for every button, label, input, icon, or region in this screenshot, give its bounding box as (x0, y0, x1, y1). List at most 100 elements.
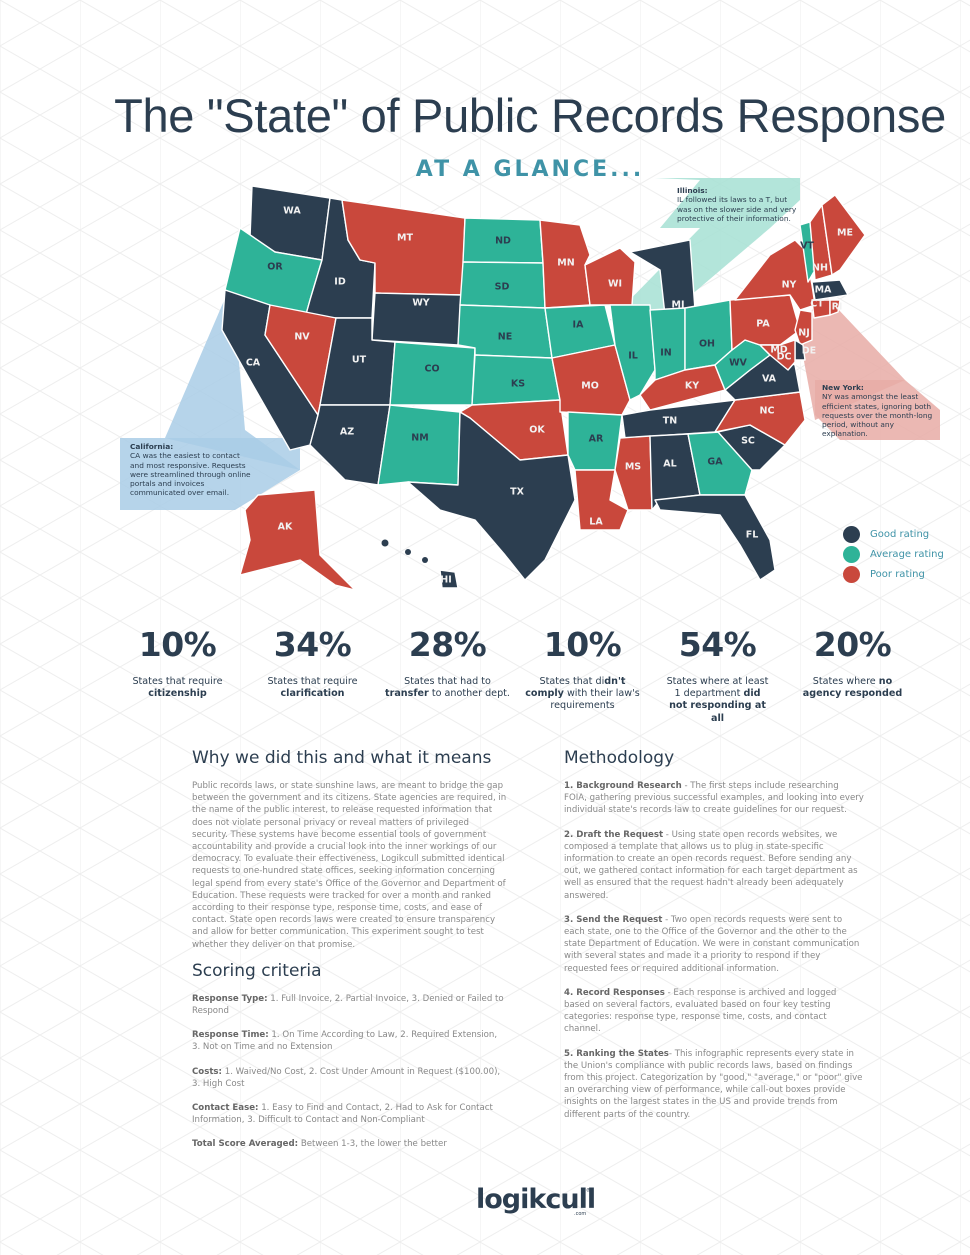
scoring-item-response-type: Response Type: 1. Full Invoice, 2. Parti… (192, 993, 504, 1017)
state-MA[interactable] (811, 279, 849, 301)
stat-description: States that require clarification (267, 676, 358, 700)
california-callout-arrow (165, 282, 300, 470)
state-AK[interactable] (239, 489, 356, 591)
methodology-step-3: 3. Send the Request - Two open records r… (564, 914, 860, 974)
stat-value: 10% (543, 625, 622, 664)
legend-item-poor: Poor rating (843, 564, 944, 584)
stat-description: States where at least 1 department did n… (666, 676, 769, 724)
state-label-PA: PA (756, 319, 770, 330)
california-callout-text: CA was the easiest to contact and most r… (130, 451, 251, 498)
california-callout-title: California: (130, 442, 174, 451)
state-label-HI: HI (440, 575, 452, 586)
stat-value: 20% (813, 625, 892, 664)
state-FL[interactable] (654, 494, 776, 581)
state-AZ[interactable] (309, 404, 391, 486)
methodology-step-4: 4. Record Responses - Each response is a… (564, 987, 837, 1035)
state-label-OK: OK (529, 425, 545, 436)
legend-label: Average rating (870, 548, 944, 560)
legend-label: Good rating (870, 528, 930, 540)
legend-item-good: Good rating (843, 524, 944, 544)
state-label-OH: OH (699, 339, 715, 350)
state-NJ[interactable] (794, 309, 813, 346)
stat-didnt-comply: 10% States that didn't comply with their… (515, 625, 650, 725)
state-label-KY: KY (685, 381, 699, 392)
state-label-SC: SC (741, 436, 755, 447)
state-label-IN: IN (660, 348, 672, 359)
stat-description: States that had to transfer to another de… (385, 676, 510, 700)
newyork-callout-text: NY was amongst the least efficient state… (822, 392, 933, 439)
state-label-AL: AL (663, 459, 676, 470)
illinois-callout-title: Illinois: (677, 186, 708, 195)
stat-value: 34% (273, 625, 352, 664)
state-label-WI: WI (608, 279, 622, 290)
stat-no-agency-responded: 20% States where no agency responded (785, 625, 920, 725)
illinois-callout-text: IL followed its laws to a T, but was on … (677, 195, 797, 223)
stat-one-dept-no-response: 54% States where at least 1 department d… (650, 625, 785, 725)
state-label-NH: NH (812, 263, 828, 274)
newyork-callout: New York: NY was amongst the least effic… (822, 383, 937, 439)
state-label-IL: IL (628, 351, 638, 362)
scoring-item-costs: Costs: 1. Waived/No Cost, 2. Cost Under … (192, 1066, 501, 1089)
state-label-CT: CT (810, 299, 824, 310)
state-label-MS: MS (625, 462, 641, 473)
logikcull-logo[interactable]: logikcull (476, 1184, 596, 1215)
state-label-WY: WY (412, 298, 429, 309)
state-RI[interactable] (829, 299, 841, 316)
state-label-MT: MT (397, 233, 413, 244)
good-rating-dot-icon (843, 525, 860, 543)
state-label-MO: MO (581, 381, 599, 392)
state-label-ND: ND (495, 236, 511, 247)
state-label-SD: SD (495, 282, 510, 293)
page-subtitle: AT A GLANCE... (415, 157, 645, 182)
state-label-NV: NV (294, 332, 310, 343)
scoring-heading: Scoring criteria (192, 960, 322, 981)
state-MD[interactable] (759, 339, 796, 371)
state-label-VT: VT (800, 241, 814, 252)
state-label-UT: UT (352, 355, 367, 366)
state-HI[interactable] (439, 569, 459, 589)
stat-description: States that didn't comply with their law… (525, 676, 640, 712)
stat-description: States that require citizenship (132, 676, 223, 700)
average-rating-dot-icon (843, 545, 860, 563)
state-label-WV: WV (729, 358, 747, 369)
methodology-section: Methodology 1. Background Research - The… (564, 748, 864, 1133)
state-label-NC: NC (760, 406, 775, 417)
state-label-VA: VA (762, 374, 777, 385)
state-NM[interactable] (377, 404, 461, 486)
state-WI[interactable] (584, 247, 636, 306)
state-HI-island-3 (422, 557, 428, 563)
state-label-LA: LA (589, 517, 603, 528)
poor-rating-dot-icon (843, 565, 860, 583)
illinois-callout: Illinois: IL followed its laws to a T, b… (677, 186, 797, 223)
logo-suffix: .com (574, 1211, 587, 1217)
why-section: Why we did this and what it means Public… (192, 748, 507, 1163)
california-callout: California: CA was the easiest to contac… (130, 442, 255, 498)
state-label-MN: MN (557, 258, 574, 269)
state-HI-island-2 (405, 549, 411, 555)
state-label-AR: AR (589, 434, 604, 445)
methodology-step-5: 5. Ranking the States- This infographic … (564, 1048, 863, 1120)
state-label-KS: KS (511, 379, 525, 390)
newyork-callout-title: New York: (822, 383, 864, 392)
page-title: The "State" of Public Records Response (114, 89, 946, 142)
scoring-item-total-score: Total Score Averaged: Between 1-3, the l… (192, 1139, 447, 1150)
state-label-WA: WA (283, 206, 301, 217)
methodology-step-2: 2. Draft the Request - Using state open … (564, 829, 858, 901)
legend-item-average: Average rating (843, 544, 944, 564)
state-label-TX: TX (510, 487, 524, 498)
stat-value: 28% (408, 625, 487, 664)
stat-citizenship: 10% States that require citizenship (110, 625, 245, 725)
state-MS[interactable] (614, 435, 653, 511)
methodology-heading: Methodology (564, 748, 675, 768)
stats-row: 10% States that require citizenship 34% S… (110, 625, 920, 725)
state-label-IA: IA (573, 320, 585, 331)
state-label-MI: MI (672, 300, 685, 311)
state-IN[interactable] (649, 307, 686, 381)
state-ME[interactable] (821, 194, 866, 276)
state-HI-island-1 (381, 539, 389, 547)
state-label-MA: MA (815, 285, 832, 296)
state-label-CA: CA (246, 358, 261, 369)
state-label-AZ: AZ (340, 427, 354, 438)
scoring-item-response-time: Response Time: 1. On Time According to L… (192, 1030, 498, 1053)
